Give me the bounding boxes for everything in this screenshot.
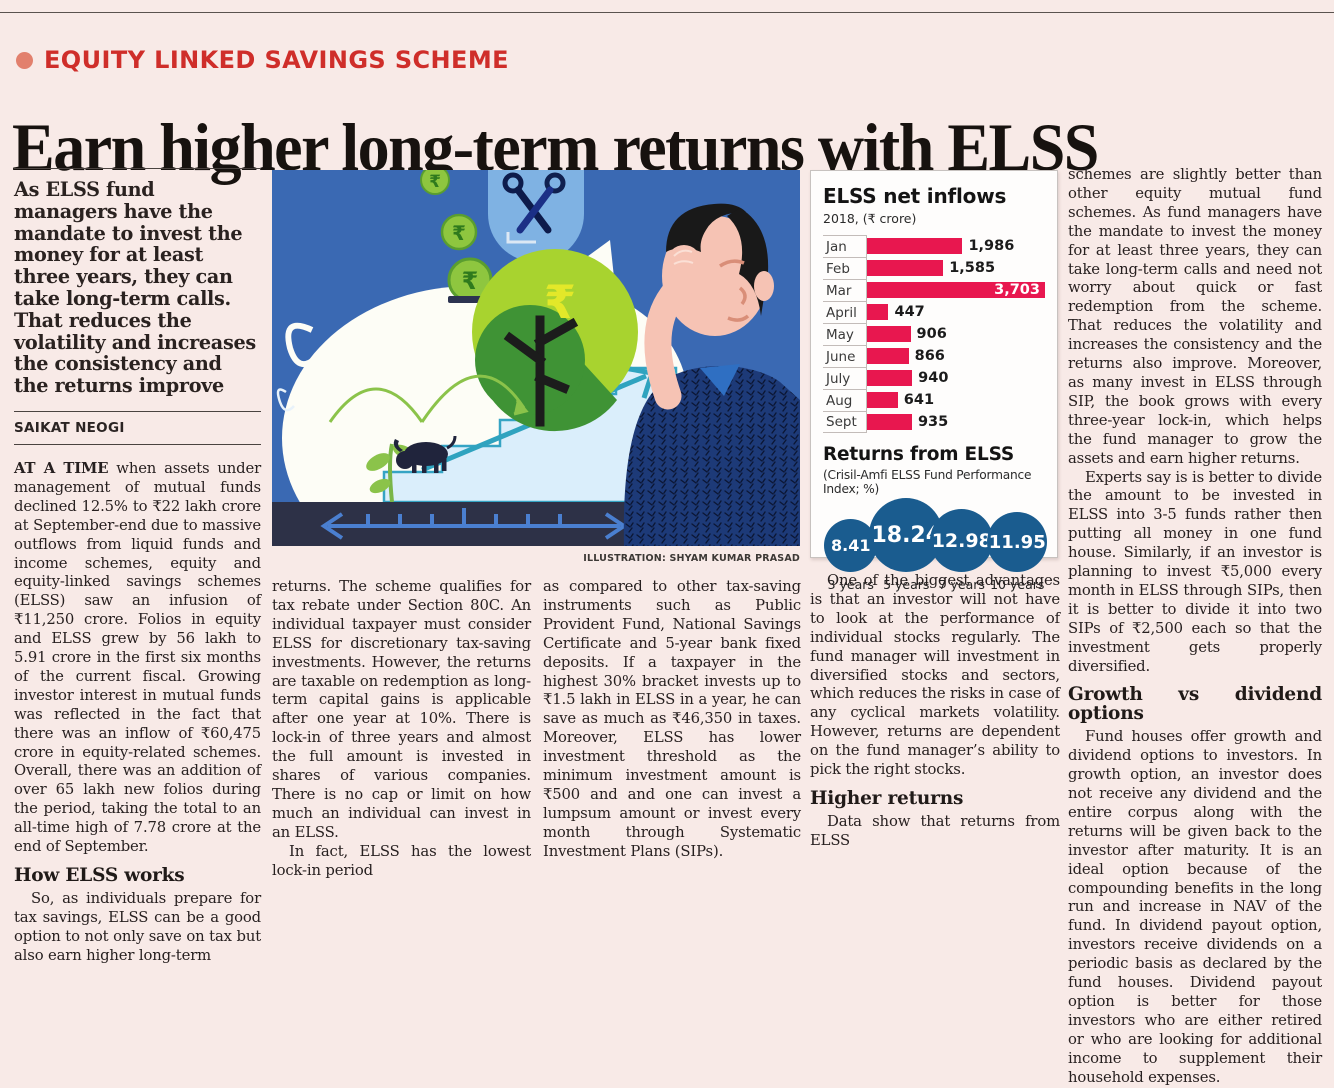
- bar-month-label: Aug: [823, 389, 867, 411]
- bar: [867, 414, 912, 430]
- bar-value: 447: [894, 304, 925, 320]
- man-face-features: [719, 259, 750, 322]
- confused-man: [623, 203, 800, 546]
- body-col-2: returns. The scheme qualifies for tax re…: [272, 578, 531, 881]
- inflow-bar-row: Mar 3,703: [823, 279, 1045, 301]
- lead-in: AT A TIME: [14, 459, 109, 477]
- bar-value: 940: [918, 370, 949, 386]
- return-period-label: 10 years: [990, 577, 1045, 592]
- bar-value: 3,703: [994, 282, 1040, 298]
- bar-value: 906: [916, 326, 947, 342]
- return-item: 12.98 7 years: [930, 509, 994, 592]
- chart-title: ELSS net inflows: [823, 184, 1007, 208]
- squiggle: [276, 388, 295, 412]
- svg-text:₹: ₹: [452, 221, 466, 245]
- paragraph: schemes are slightly better than other e…: [1068, 166, 1322, 467]
- subhead-how-elss-works: How ELSS works: [14, 865, 185, 886]
- scissors-icon: [502, 172, 566, 244]
- elss-inflows-chart-panel: ELSS net inflows 2018, (₹ crore) Jan 1,98…: [810, 170, 1058, 592]
- return-period-label: 7 years: [938, 577, 985, 592]
- returns-subtitle: (Crisil-Amfi ELSS Fund Performance Index…: [823, 468, 1032, 496]
- inflow-bar-row: Aug 641: [823, 389, 1045, 411]
- paragraph: Experts say is is better to divide the a…: [1068, 468, 1322, 675]
- kicker-label: EQUITY LINKED SAVINGS SCHEME: [44, 46, 509, 74]
- bar-value: 641: [903, 392, 935, 408]
- inflow-bar-row: April 447: [823, 301, 1045, 323]
- body-col-5: schemes are slightly better than other e…: [1068, 166, 1322, 1088]
- inflow-bars: Jan 1,986 Feb 1,585 Mar 3,703 April 447 May 906 Ju…: [823, 235, 1045, 433]
- bar-value: 1,585: [949, 260, 996, 276]
- paragraph: Data show that returns from ELSS: [810, 812, 1060, 849]
- paragraph: In fact, ELSS has the lowest lock-in per…: [272, 842, 531, 879]
- paragraph: One of the biggest advantages is that an…: [810, 572, 1060, 779]
- bar-month-label: Jan: [823, 235, 867, 257]
- bar-month-label: Feb: [823, 257, 867, 279]
- bar: [867, 260, 944, 276]
- svg-text:₹: ₹: [429, 172, 441, 192]
- inflow-bar-row: May 906: [823, 323, 1045, 345]
- paragraph: AT A TIME when assets under management o…: [14, 460, 261, 857]
- bar: [867, 238, 963, 254]
- bar-month-label: July: [823, 367, 867, 389]
- return-item: 8.41 3 years: [823, 519, 879, 592]
- inflow-bar-row: Jan 1,986: [823, 235, 1045, 257]
- bar: [867, 326, 911, 342]
- paragraph: returns. The scheme qualifies for tax re…: [272, 578, 531, 841]
- pig-tail: [285, 322, 318, 368]
- paragraph: So, as individuals prepare for tax savin…: [14, 889, 261, 964]
- return-circle: 11.95: [987, 512, 1048, 572]
- return-circle: 12.98: [930, 509, 994, 572]
- bar: [867, 370, 913, 386]
- chart-subtitle: 2018, (₹ crore): [823, 211, 917, 226]
- section-kicker: EQUITY LINKED SAVINGS SCHEME: [16, 46, 509, 74]
- return-period-label: 3 years: [827, 577, 874, 592]
- illustration-credit: ILLUSTRATION: SHYAM KUMAR PRASAD: [583, 553, 800, 564]
- returns-title: Returns from ELSS: [823, 444, 1014, 465]
- man-hair-left: [666, 203, 746, 252]
- subhead-growth-vs-dividend: Growth vs dividend options: [1068, 684, 1322, 725]
- byline: SAIKAT NEOGI: [14, 410, 261, 445]
- return-period-label: 5 years: [883, 577, 930, 592]
- body-col-1: AT A TIME when assets under management o…: [14, 460, 261, 966]
- piggy-bank-illustration: ₹ ₹ ₹ ₹: [272, 165, 800, 590]
- bar-month-label: Sept: [823, 411, 867, 433]
- paragraph-text: when assets under management of mutual f…: [14, 459, 261, 856]
- bar-month-label: June: [823, 345, 867, 367]
- return-item: 11.95 10 years: [987, 512, 1048, 592]
- bar-month-label: Mar: [823, 279, 867, 301]
- bar: [867, 348, 909, 364]
- body-col-4: One of the biggest advantages is that an…: [810, 572, 1060, 851]
- returns-circles: 8.41 3 years 18.24 5 years 12.98 7 years 11.95…: [823, 498, 1048, 592]
- money-tree: ₹: [472, 249, 638, 432]
- bounce-arcs: [328, 374, 529, 423]
- bar-value: 935: [917, 414, 949, 430]
- bar: [867, 392, 898, 408]
- standfirst: As ELSS fund managers have the mandate t…: [14, 168, 261, 411]
- subhead-higher-returns: Higher returns: [810, 787, 964, 809]
- svg-text:₹: ₹: [462, 267, 479, 295]
- man-ear: [754, 271, 774, 301]
- bullet-dot-icon: [16, 51, 33, 69]
- inflow-bar-row: June 866: [823, 345, 1045, 367]
- bar-value: 1,986: [968, 238, 1015, 254]
- shirt-collar: [700, 364, 740, 396]
- ruler-arrow-icon: [320, 508, 628, 540]
- bar-month-label: May: [823, 323, 867, 345]
- bar: [867, 304, 889, 320]
- inflow-bar-row: Feb 1,585: [823, 257, 1045, 279]
- top-rule: [0, 12, 1334, 13]
- bar-value: 866: [914, 348, 945, 364]
- bar-month-label: April: [823, 301, 867, 323]
- body-col-3: as compared to other tax-saving instrume…: [543, 578, 801, 862]
- column-standfirst: As ELSS fund managers have the mandate t…: [14, 168, 261, 966]
- illustration-figure: ₹ ₹ ₹ ₹: [272, 165, 800, 590]
- bar: [867, 282, 1045, 298]
- inflow-bar-row: July 940: [823, 367, 1045, 389]
- paragraph: Fund houses offer growth and dividend op…: [1068, 728, 1322, 1086]
- return-circle: 8.41: [824, 519, 878, 572]
- bull-silhouette: [393, 435, 457, 473]
- inflow-bar-row: Sept 935: [823, 411, 1045, 433]
- paragraph: as compared to other tax-saving instrume…: [543, 578, 801, 860]
- tree-rupee-symbol: ₹: [544, 275, 576, 329]
